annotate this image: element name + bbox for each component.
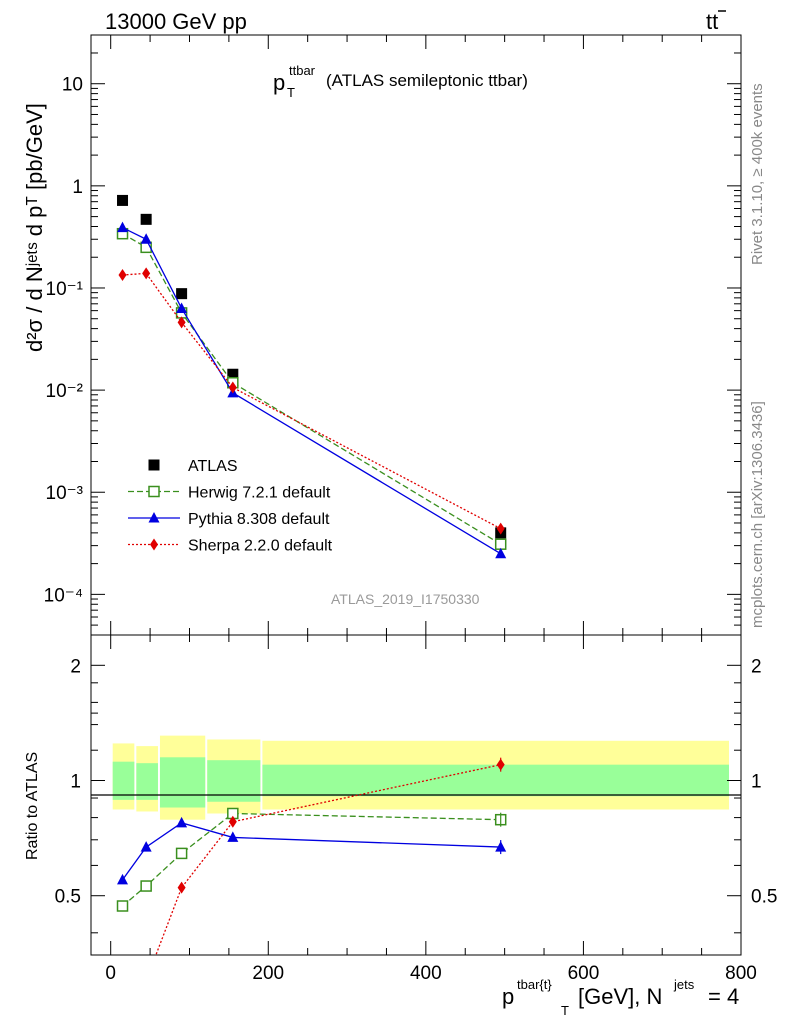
pythia-point: [117, 221, 129, 233]
ratio-y-tick-label-left: 1: [70, 772, 81, 793]
legend-marker: [150, 538, 158, 551]
herwig-ratio-point: [116, 900, 129, 912]
legend-label: Sherpa 2.2.0 default: [188, 538, 333, 555]
sherpa-point: [177, 316, 186, 329]
analysis-id: ATLAS_2019_I1750330: [331, 591, 480, 607]
svg-text:(ATLAS semileptonic ttbar): (ATLAS semileptonic ttbar): [326, 71, 528, 90]
ratio-y-tick-label-left: 0.5: [55, 887, 81, 908]
svg-text:T: T: [561, 1003, 569, 1018]
rivet-version-label: Rivet 3.1.10, ≥ 400k events: [749, 83, 766, 265]
main-y-tick-label: 1: [72, 177, 83, 198]
ratio-plot-frame: [90, 634, 742, 956]
main-y-tick-label: 10⁻²: [46, 381, 84, 402]
herwig-ratio-group: [122, 812, 501, 907]
main-y-tick-label: 10: [62, 75, 83, 96]
ratio-plot: 0 200 400 600 800 0.5 0.5 1 1 2 2: [55, 634, 777, 984]
svg-text:p: p: [273, 70, 285, 95]
svg-text:[GeV], N: [GeV], N: [578, 984, 662, 1009]
ratio-y-tick-label-right: 0.5: [751, 887, 777, 908]
main-y-tick-label: 10⁻⁴: [44, 585, 83, 606]
sherpa-ratio-group: [155, 764, 501, 955]
uncertainty-band-inner: [159, 757, 206, 808]
legend-label: ATLAS: [188, 458, 238, 475]
pythia-ratio-point: [140, 841, 152, 852]
x-tick-label: 400: [410, 963, 442, 984]
sherpa-point: [142, 267, 151, 280]
uncertainty-band-inner: [136, 763, 158, 800]
x-tick-label: 600: [568, 963, 600, 984]
sherpa-point: [496, 522, 505, 535]
pythia-point: [140, 233, 152, 244]
ratio-y-tick-label-left: 2: [70, 656, 81, 677]
svg-text:T: T: [287, 85, 295, 100]
legend-label: Herwig 7.2.1 default: [188, 485, 331, 502]
pythia-line: [122, 227, 502, 555]
svg-text:ttbar: ttbar: [289, 63, 316, 78]
sherpa-ratio-point: [228, 815, 237, 828]
collision-label: 13000 GeV pp: [105, 9, 247, 34]
pythia-point: [176, 302, 188, 313]
mcplots-label: mcplots.cern.ch [arXiv:1306.3436]: [749, 401, 766, 628]
pythia-ratio-point: [227, 831, 239, 842]
svg-text:= 4: = 4: [708, 984, 739, 1009]
main-y-tick-label: 10⁻¹: [46, 279, 84, 300]
legend-marker: [148, 512, 160, 523]
pythia-ratio-point: [176, 816, 188, 828]
legend-marker: [148, 459, 160, 471]
ratio-y-axis-label: Ratio to ATLAS: [24, 752, 41, 860]
sherpa-ratio-line: [155, 764, 501, 955]
atlas-point: [117, 194, 129, 206]
main-plot: 10⁻⁴ 10⁻³ 10⁻² 10⁻¹ 1 10: [44, 34, 742, 636]
legend-label: Pythia 8.308 default: [188, 511, 330, 528]
herwig-point: [494, 538, 507, 550]
process-label: tt: [706, 9, 718, 34]
pythia-point: [495, 547, 507, 559]
x-tick-label: 0: [105, 963, 116, 984]
atlas-point: [227, 368, 239, 380]
uncertainty-band-inner: [262, 764, 729, 797]
legend: ATLAS Herwig 7.2.1 default Pythia 8.308 de…: [128, 458, 333, 555]
svg-text:jets: jets: [673, 977, 695, 992]
pythia-ratio-point: [117, 873, 129, 885]
sherpa-point: [228, 381, 237, 394]
uncertainty-band-inner: [112, 761, 135, 800]
main-y-tick-label: 10⁻³: [46, 483, 84, 504]
atlas-point: [140, 213, 152, 225]
sherpa-point: [118, 268, 127, 281]
svg-text:p: p: [502, 984, 514, 1009]
herwig-ratio-point: [175, 847, 188, 860]
main-y-axis-label: d²σ / d Nʲᵉᵗˢ d pᵀ [pb/GeV]: [22, 103, 47, 352]
ratio-y-tick-label-right: 2: [751, 656, 762, 677]
plot-title: p ttbar T (ATLAS semileptonic ttbar): [273, 63, 528, 100]
legend-marker: [148, 485, 160, 498]
ratio-y-tick-label-right: 1: [751, 772, 762, 793]
sherpa-ratio-point: [177, 881, 186, 894]
svg-text:tbar{t}: tbar{t}: [517, 977, 552, 992]
x-tick-label: 800: [725, 963, 757, 984]
atlas-point: [176, 288, 188, 300]
herwig-ratio-point: [140, 880, 152, 892]
x-axis-label: p tbar{t} T [GeV], N jets = 4: [502, 977, 739, 1018]
x-tick-label: 200: [252, 963, 284, 984]
herwig-ratio-line: [122, 812, 501, 907]
